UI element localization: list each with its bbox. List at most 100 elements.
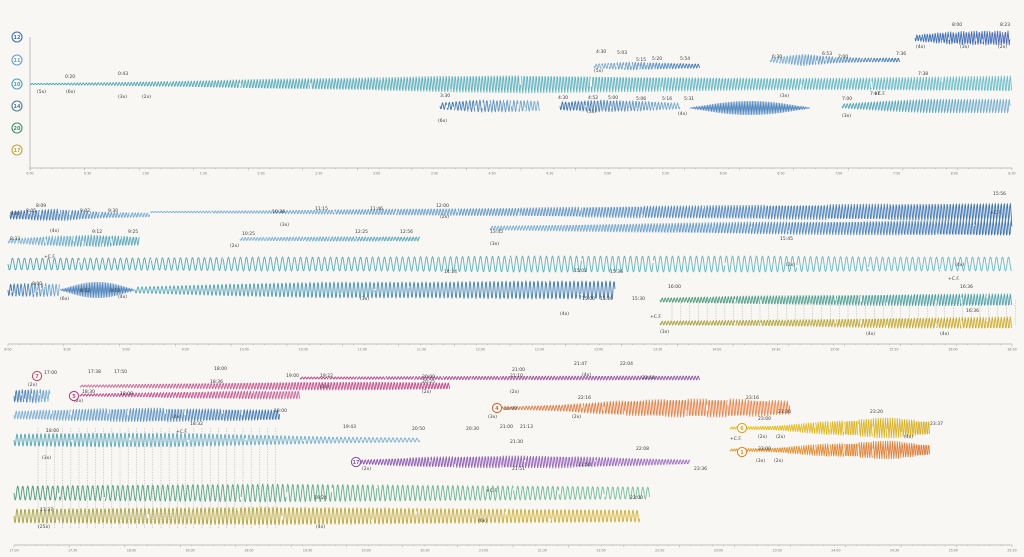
p2-track11-wave-c — [713, 221, 752, 234]
panel2-annotation: (6x) — [60, 296, 69, 302]
panel3-annotation: 23:30 — [778, 409, 791, 415]
panel3-annotation: (4x) — [582, 372, 591, 378]
p3-track4-wave — [665, 399, 687, 418]
track11-wave-a — [684, 63, 693, 69]
panel2-annotation: 8:52 — [80, 288, 90, 294]
panel3-badge-label: 4 — [495, 406, 499, 412]
p2-track17-wave — [810, 318, 836, 328]
p2-track14-wave-a — [37, 283, 42, 297]
panel3-axis-tick-label: 20:00 — [362, 549, 371, 553]
panel1-annotation: 0:20 — [65, 74, 75, 80]
p2-track14-wave-b — [477, 280, 513, 300]
panel1-axis-tick-label: 0:00 — [26, 172, 33, 176]
panel2-annotation: 16:36 — [966, 308, 979, 314]
track14-wave-a — [510, 99, 519, 113]
p2-track11-wave-a — [92, 235, 103, 248]
track11-wave-b — [853, 57, 863, 63]
p3-track4-wave — [727, 398, 749, 416]
panel3-annotation: (6x) — [478, 518, 487, 524]
track12-wave — [962, 31, 970, 45]
panel3-annotation: 17:37 — [40, 507, 53, 513]
p3-track1-wave — [758, 447, 773, 453]
track12-wave — [914, 34, 923, 42]
p2-track17-wave — [760, 319, 786, 327]
p3-track20-wave — [240, 483, 287, 503]
panel3-axis-tick-label: 25:30 — [1007, 549, 1016, 553]
track11-wave-a — [601, 62, 610, 69]
p3-track10-wave — [332, 436, 363, 444]
panel3-annotation: (3x) — [756, 458, 765, 464]
track14-wave-c — [961, 98, 975, 114]
track11-wave-b — [797, 54, 808, 67]
panel3-axis-tick-label: 24:00 — [831, 549, 840, 553]
p3-track12-wave-a — [34, 390, 38, 404]
p3-track11-wave — [89, 408, 110, 422]
p3-track7-wave — [79, 384, 107, 388]
track14-wave-b — [559, 101, 569, 111]
panel2-annotation: 8:09 — [36, 203, 46, 209]
p3-track7-wave — [185, 383, 213, 390]
p2-track20-wave — [735, 295, 761, 304]
track11-wave-b — [769, 56, 780, 64]
p3-track17b-wave — [192, 506, 238, 526]
panel3-annotation: (2x) — [510, 389, 519, 395]
track11-wave-b — [871, 57, 882, 63]
track11-wave-b — [881, 57, 891, 63]
p3-track6-wave — [915, 421, 930, 435]
panel2-axis-tick-label: 9:30 — [182, 348, 189, 352]
p3-track5-wave-b — [413, 376, 443, 380]
p3-track11-wave — [203, 408, 224, 421]
p3-track20-wave — [467, 485, 514, 501]
track11-wave-a — [646, 62, 655, 70]
p3-track17-wave — [453, 456, 479, 469]
p2-track20-wave — [910, 293, 937, 307]
track10-wave — [380, 75, 451, 93]
panel1-annotation: 7:36 — [896, 51, 906, 57]
p2-track12-wave-a — [139, 212, 151, 218]
p2-track11-wave-b — [368, 236, 382, 242]
panel2-annotation: 11:15 — [315, 206, 328, 212]
panel3-annotation: 20:30 — [466, 426, 479, 432]
p2-track11-wave-c — [974, 219, 1013, 236]
track11-wave-b — [825, 55, 836, 64]
p3-track11-wave — [165, 408, 185, 423]
p3-track4-wave — [768, 399, 791, 415]
track-badge-circle — [11, 54, 23, 66]
track11-wave-b — [834, 57, 845, 64]
p3-track10-wave — [245, 434, 276, 446]
track14-wave-a — [496, 99, 505, 113]
panel3-annotation: 23:00 — [758, 446, 771, 452]
p2-track11-wave-c — [526, 224, 565, 232]
p3-track5-wave — [189, 391, 206, 399]
p3-track11-wave — [146, 407, 167, 422]
track11-wave-a — [639, 61, 648, 70]
panel3-annotation: 23:20 — [870, 409, 883, 415]
track14-wave-b — [653, 101, 664, 111]
panel1-annotation: 5:00 — [608, 95, 618, 101]
p3-track11-wave — [13, 410, 34, 420]
track12-wave — [982, 30, 990, 46]
panel3-annotation: 19:24 — [314, 495, 327, 501]
p3-track6-wave — [858, 418, 873, 438]
p2-track14-wave-a — [22, 282, 27, 297]
panel3-annotation: 21:00 — [512, 367, 525, 373]
p2-track11-wave-b — [291, 236, 305, 242]
p2-track12-wave-a — [19, 209, 31, 220]
track14-wave-c — [937, 98, 951, 114]
panel2-annotation: 10:25 — [242, 231, 255, 237]
panel3-annotation: 18:32 — [190, 421, 203, 427]
p2-track10-wave — [79, 257, 152, 271]
panel2-axis-tick-label: 12:30 — [535, 348, 544, 352]
track10-wave — [590, 76, 662, 93]
p3-track5-wave-b — [442, 376, 472, 381]
track-badge-circle — [11, 78, 23, 90]
track12-wave — [968, 30, 977, 46]
panel3-axis-tick-label: 21:00 — [479, 549, 488, 553]
p2-track12-wave-b — [703, 204, 766, 219]
panel2-axis-tick-label: 8:30 — [63, 348, 70, 352]
p2-track11-wave-b — [406, 236, 421, 242]
p2-track17-wave — [709, 319, 736, 326]
track12-wave — [975, 30, 984, 45]
panel3-annotation: (2x) — [74, 398, 83, 404]
track14-wave-c — [913, 98, 927, 113]
